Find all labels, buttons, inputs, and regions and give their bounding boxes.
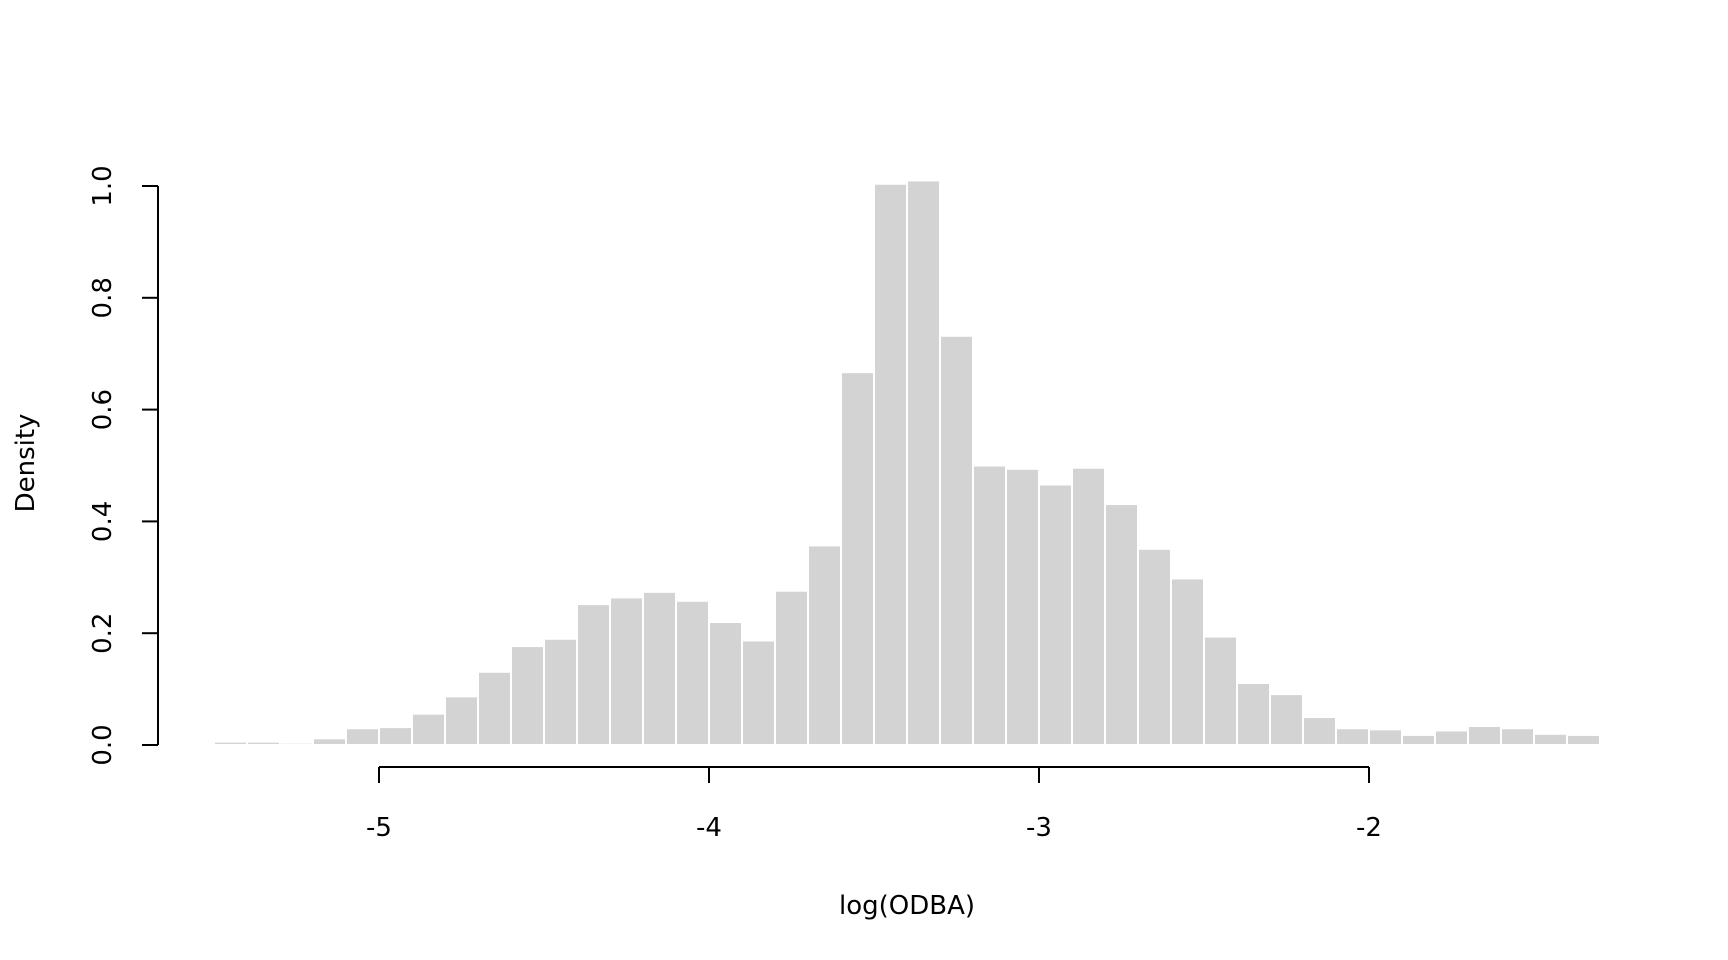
y-tick-label: 0.6	[88, 389, 118, 430]
histogram-bar	[1236, 681, 1271, 746]
histogram-bar	[939, 334, 974, 746]
histogram-bar	[807, 544, 842, 747]
y-tick-label: 0.2	[88, 613, 118, 654]
histogram-bar	[1137, 547, 1172, 747]
histogram-bar	[1401, 733, 1436, 746]
bars	[213, 179, 1601, 747]
x-tick-label: -4	[696, 813, 722, 843]
histogram-bar	[1335, 727, 1370, 746]
histogram-bar	[543, 637, 578, 746]
histogram-bar	[642, 590, 677, 746]
x-axis-label: log(ODBA)	[839, 891, 975, 921]
histogram-bar	[906, 179, 941, 747]
histogram-bar	[1071, 466, 1106, 746]
histogram-bar	[972, 464, 1007, 746]
x-tick-label: -3	[1026, 813, 1052, 843]
histogram-bar	[1533, 732, 1568, 747]
y-tick-label: 0.0	[88, 724, 118, 765]
histogram-bar	[411, 712, 446, 746]
histogram-bar	[609, 596, 644, 747]
histogram-bar	[312, 737, 347, 746]
histogram-bar	[708, 621, 743, 747]
histogram-bar	[1500, 727, 1535, 746]
x-axis: -5 -4 -3 -2	[366, 766, 1382, 843]
histogram-bar	[378, 726, 413, 746]
histogram-bar	[576, 603, 611, 747]
x-tick-label: -2	[1356, 813, 1382, 843]
histogram-bar	[1269, 693, 1304, 746]
histogram-bar	[675, 599, 710, 747]
histogram-bar	[510, 645, 545, 747]
y-axis: 0.0 0.2 0.4 0.6 0.8 1.0	[88, 165, 159, 766]
histogram-bar	[1104, 503, 1139, 747]
histogram-bar	[741, 639, 776, 746]
histogram-bar	[1467, 724, 1502, 747]
histogram-bar	[213, 740, 248, 746]
histogram-bar	[1566, 733, 1601, 746]
histogram-bar	[246, 740, 281, 746]
histogram-bar	[279, 741, 314, 746]
histogram-bar	[1005, 467, 1040, 746]
histogram-bar	[1038, 483, 1073, 746]
histogram-bar	[1203, 635, 1238, 747]
histogram-bar	[345, 727, 380, 746]
y-axis-label: Density	[11, 414, 41, 513]
histogram-bar	[840, 371, 875, 746]
histogram-bar	[1434, 729, 1469, 747]
y-tick-label: 0.4	[88, 501, 118, 542]
histogram-bar	[444, 695, 479, 747]
histogram-bar	[1302, 716, 1337, 746]
histogram-bar	[873, 182, 908, 747]
histogram-bar	[1368, 728, 1403, 747]
histogram-bar	[774, 589, 809, 746]
histogram-bar	[477, 670, 512, 746]
x-tick-label: -5	[366, 813, 392, 843]
y-tick-label: 0.8	[88, 277, 118, 318]
histogram-bar	[1170, 577, 1205, 747]
y-tick-label: 1.0	[88, 165, 118, 206]
